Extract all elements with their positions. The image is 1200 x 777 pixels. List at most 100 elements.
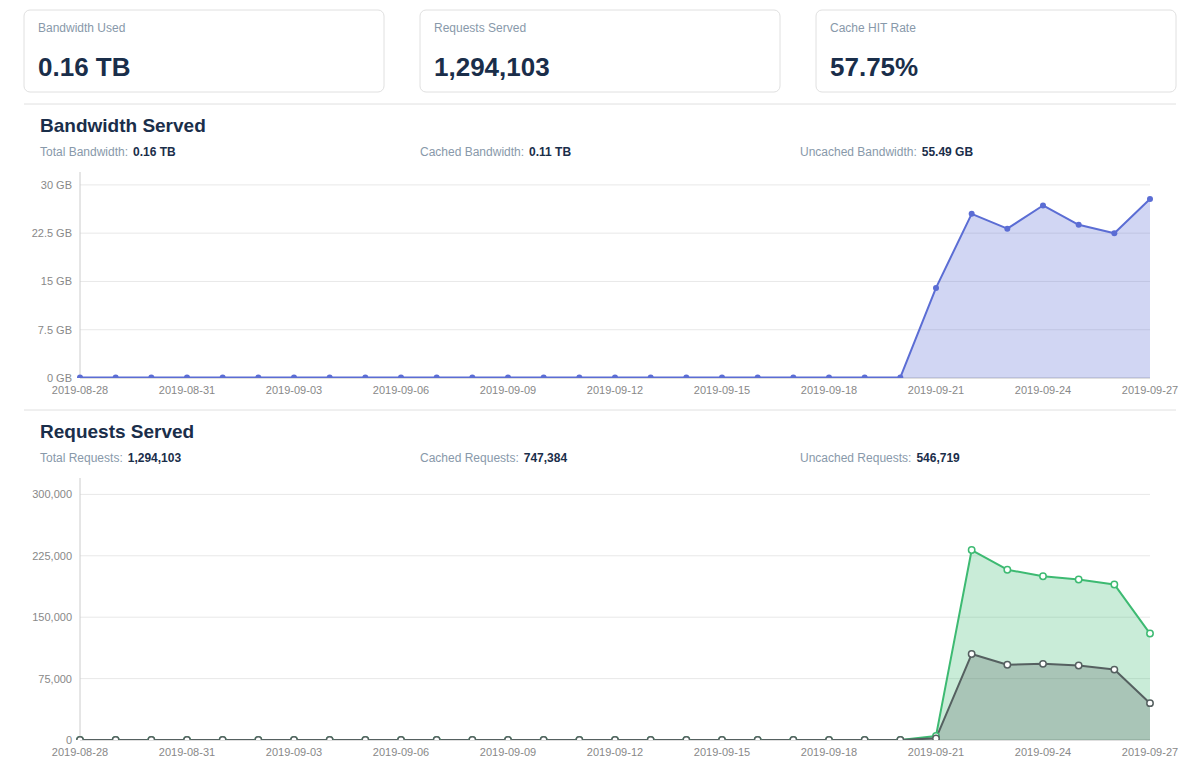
dashboard: Bandwidth Used0.16 TBRequests Served1,29…: [0, 0, 1200, 777]
data-point: [255, 374, 261, 378]
data-point: [362, 374, 368, 378]
x-tick-label: 2019-08-28: [52, 746, 108, 758]
data-point: [1076, 222, 1082, 228]
meta-value: 0.16 TB: [133, 145, 176, 159]
data-point: [469, 374, 475, 378]
data-point: [362, 737, 368, 740]
data-point: [113, 374, 119, 378]
data-point: [1147, 700, 1153, 706]
x-tick-label: 2019-09-09: [480, 384, 536, 396]
data-point: [933, 735, 939, 740]
data-point: [897, 737, 903, 740]
y-axis-line: [80, 172, 81, 378]
data-point: [184, 737, 190, 740]
data-point: [1147, 630, 1153, 636]
data-point: [398, 737, 404, 740]
y-tick-label: 30 GB: [41, 179, 72, 191]
data-point: [790, 737, 796, 740]
data-point: [862, 374, 868, 378]
x-tick-label: 2019-09-21: [908, 746, 964, 758]
data-point: [1004, 661, 1010, 667]
data-point: [77, 374, 83, 378]
y-tick-label: 300,000: [32, 488, 72, 500]
data-point: [469, 737, 475, 740]
data-point: [291, 374, 297, 378]
data-point: [754, 737, 760, 740]
x-tick-label: 2019-09-27: [1122, 746, 1178, 758]
data-point: [433, 737, 439, 740]
data-point: [184, 737, 190, 740]
area-fill: [80, 550, 1150, 740]
x-tick-label: 2019-09-12: [587, 384, 643, 396]
series-line: [80, 550, 1150, 740]
x-tick-label: 2019-08-28: [52, 384, 108, 396]
data-point: [112, 737, 118, 740]
data-point: [612, 737, 618, 740]
data-point: [255, 737, 261, 740]
x-tick-label: 2019-09-27: [1122, 384, 1178, 396]
chart: Requests Served Total Requests: 1,294,103…: [32, 421, 1178, 758]
data-point: [1040, 661, 1046, 667]
stat-value: 1,294,103: [434, 52, 550, 82]
y-tick-label: 0: [66, 734, 72, 746]
data-point: [255, 737, 261, 740]
data-point: [291, 737, 297, 740]
stat-card: [24, 10, 384, 92]
data-point: [1004, 226, 1010, 232]
data-point: [434, 374, 440, 378]
section-title: Requests Served: [40, 421, 194, 442]
meta-label: Total Requests:: [40, 451, 123, 465]
data-point: [540, 737, 546, 740]
data-point: [1111, 230, 1117, 236]
data-point: [1004, 567, 1010, 573]
data-point: [541, 374, 547, 378]
section-title: Bandwidth Served: [40, 115, 206, 136]
data-point: [826, 737, 832, 740]
data-point: [683, 374, 689, 378]
stat-card: [420, 10, 780, 92]
data-point: [755, 374, 761, 378]
data-point: [1111, 666, 1117, 672]
grid: [80, 185, 1150, 378]
x-tick-label: 2019-08-31: [159, 384, 215, 396]
meta-label: Cached Bandwidth:: [420, 145, 524, 159]
data-point: [77, 737, 83, 740]
data-point: [148, 374, 154, 378]
data-point: [790, 374, 796, 378]
x-tick-label: 2019-09-03: [266, 746, 322, 758]
data-point: [326, 737, 332, 740]
y-tick-label: 225,000: [32, 550, 72, 562]
meta-value: 1,294,103: [128, 451, 182, 465]
x-tick-label: 2019-09-06: [373, 746, 429, 758]
data-point: [219, 737, 225, 740]
data-point: [576, 374, 582, 378]
data-point: [1147, 196, 1153, 202]
y-tick-label: 7.5 GB: [38, 324, 72, 336]
area-fill: [80, 199, 1150, 378]
data-point: [933, 285, 939, 291]
data-point: [790, 737, 796, 740]
data-point: [647, 737, 653, 740]
y-axis-line: [80, 478, 81, 740]
series-line: [80, 654, 1150, 740]
data-point: [327, 374, 333, 378]
x-tick-label: 2019-09-06: [373, 384, 429, 396]
meta-value: 0.11 TB: [529, 145, 571, 159]
data-point: [398, 374, 404, 378]
grid: [80, 494, 1150, 740]
data-point: [1075, 576, 1081, 582]
stat-value: 57.75%: [830, 52, 918, 82]
data-point: [505, 374, 511, 378]
data-point: [505, 737, 511, 740]
data-point: [220, 374, 226, 378]
data-point: [612, 374, 618, 378]
data-point: [719, 737, 725, 740]
data-point: [326, 737, 332, 740]
plot-area: [77, 196, 1153, 378]
x-tick-label: 2019-09-18: [801, 384, 857, 396]
chart: Bandwidth ServedTotal Bandwidth: 0.16 TB…: [32, 115, 1179, 396]
meta-value: 546,719: [916, 451, 960, 465]
x-tick-label: 2019-09-21: [908, 384, 964, 396]
data-point: [398, 737, 404, 740]
data-point: [719, 374, 725, 378]
